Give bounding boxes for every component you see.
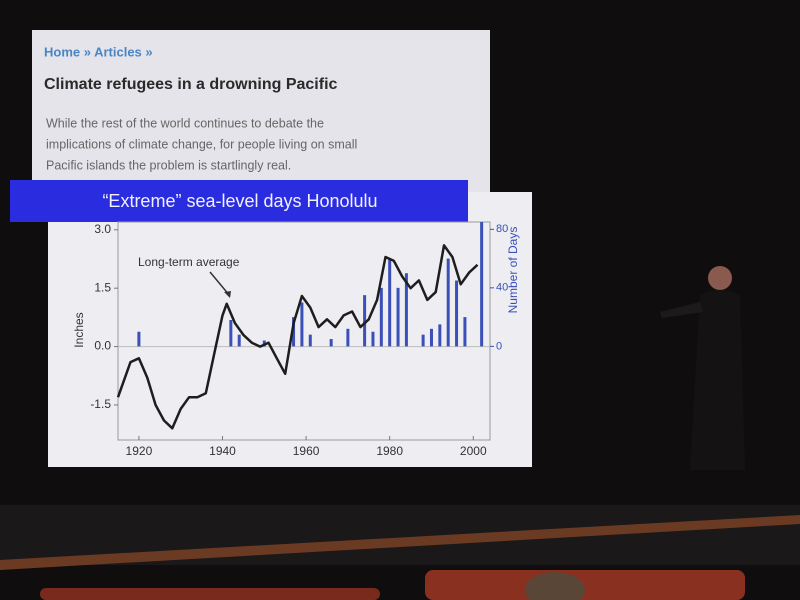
chart-panel: [48, 192, 532, 467]
bar: [300, 302, 304, 347]
breadcrumb: Home » Articles »: [44, 44, 153, 59]
bar: [455, 280, 459, 347]
y-axis-label: Inches: [72, 312, 86, 347]
bar: [429, 328, 433, 347]
y-tick-label: 1.5: [94, 280, 111, 294]
bar: [421, 334, 425, 347]
bar: [379, 287, 383, 347]
bar: [346, 328, 350, 347]
plot-frame: [117, 221, 491, 441]
bar: [388, 258, 392, 347]
bar: [137, 331, 141, 347]
article-line: Pacific islands the problem is startling…: [46, 158, 291, 172]
bar: [463, 317, 467, 347]
y-tick-label: -1.5: [90, 397, 111, 411]
arrow-head: [224, 291, 231, 298]
article-line: implications of climate change, for peop…: [46, 137, 357, 151]
y-tick-label: 3.0: [94, 222, 111, 236]
bar: [329, 339, 333, 347]
y2-tick-label: 80: [496, 223, 508, 235]
article-title: Climate refugees in a drowning Pacific: [44, 76, 338, 93]
y2-axis-label: Number of Days: [506, 227, 520, 314]
bar: [229, 320, 233, 347]
sea-level-line: [116, 244, 479, 430]
bar: [480, 222, 484, 347]
x-tick-label: 1960: [293, 444, 320, 458]
stage-edge: [0, 515, 800, 570]
speaker: [660, 266, 745, 470]
bar: [446, 258, 450, 347]
y-tick-label: 0.0: [94, 339, 111, 353]
y2-tick-label: 0: [496, 340, 502, 352]
annotation: Long-term average: [138, 255, 240, 269]
bar: [237, 334, 241, 347]
article-panel: [32, 30, 490, 195]
x-tick-label: 2000: [460, 444, 487, 458]
bar: [308, 334, 312, 347]
y2-tick-label: 40: [496, 282, 508, 294]
chart-banner: [10, 180, 468, 222]
bar: [292, 317, 296, 347]
bar: [363, 295, 367, 347]
x-tick-label: 1940: [209, 444, 236, 458]
article-text: While the rest of the world continues to…: [46, 116, 357, 172]
bar: [438, 324, 442, 347]
x-tick-label: 1980: [376, 444, 403, 458]
bar: [371, 331, 375, 347]
audience-head: [525, 572, 585, 600]
x-tick-label: 1920: [126, 444, 153, 458]
seat: [40, 588, 380, 600]
bar: [404, 273, 408, 347]
chart-title: “Extreme” sea-level days Honolulu: [102, 191, 377, 211]
seat: [425, 570, 745, 600]
plot: -1.5 0.0 1.5 3.0 0 40 80 1920 1940 1960 1980 2000: [90, 222, 508, 458]
bar: [396, 287, 400, 347]
article-line: While the rest of the world continues to…: [46, 116, 324, 130]
